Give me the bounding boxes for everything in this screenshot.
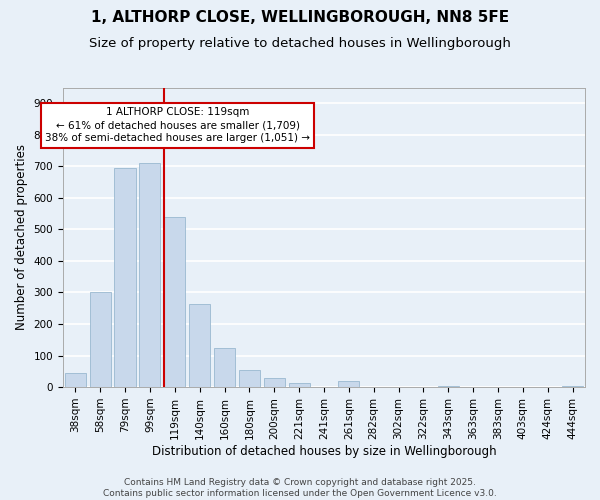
Bar (189, 304, 210, 387)
Bar (239, 370, 260, 387)
Bar (338, 382, 359, 387)
Bar (214, 348, 235, 387)
Bar (65, 373, 86, 387)
Text: 1 ALTHORP CLOSE: 119sqm
← 61% of detached houses are smaller (1,709)
38% of semi: 1 ALTHORP CLOSE: 119sqm ← 61% of detache… (45, 107, 310, 144)
X-axis label: Distribution of detached houses by size in Wellingborough: Distribution of detached houses by size … (152, 444, 496, 458)
Bar (164, 217, 185, 387)
Bar (89, 292, 111, 387)
Text: Contains HM Land Registry data © Crown copyright and database right 2025.
Contai: Contains HM Land Registry data © Crown c… (103, 478, 497, 498)
Bar (263, 378, 285, 387)
Text: Size of property relative to detached houses in Wellingborough: Size of property relative to detached ho… (89, 38, 511, 51)
Y-axis label: Number of detached properties: Number of detached properties (15, 144, 28, 330)
Text: 1, ALTHORP CLOSE, WELLINGBOROUGH, NN8 5FE: 1, ALTHORP CLOSE, WELLINGBOROUGH, NN8 5F… (91, 10, 509, 25)
Bar (139, 163, 160, 387)
Bar (437, 386, 459, 387)
Bar (115, 168, 136, 387)
Bar (289, 383, 310, 387)
Bar (562, 386, 583, 387)
